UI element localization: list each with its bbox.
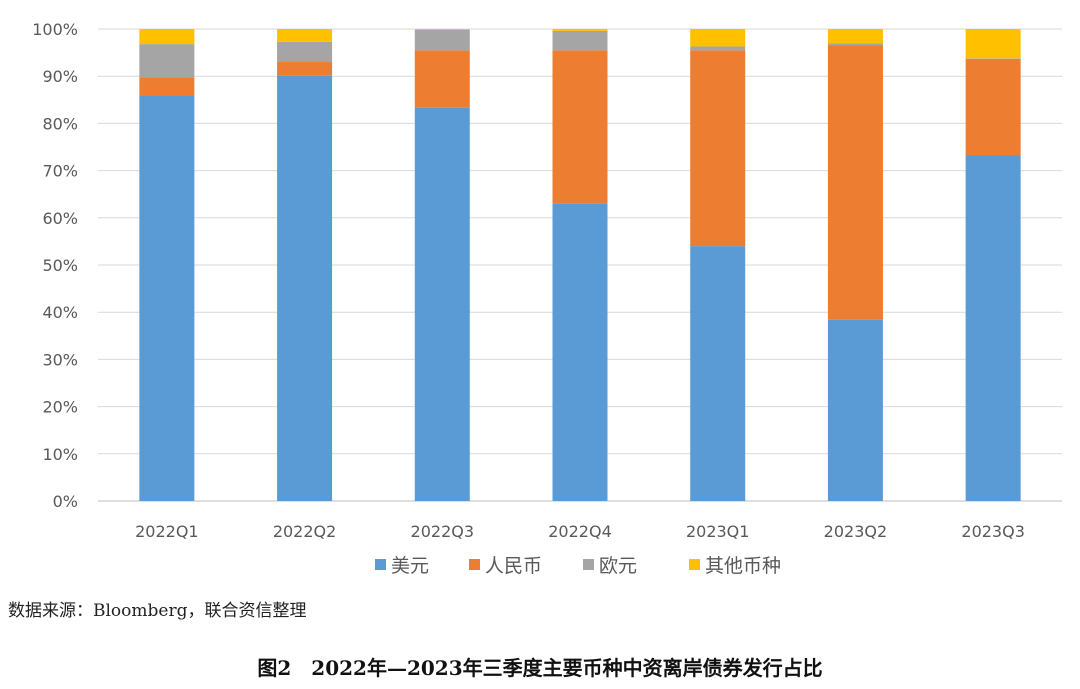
- legend-swatch: [375, 559, 386, 570]
- x-tick-label: 2023Q2: [824, 522, 888, 541]
- bar-segment: [965, 29, 1021, 59]
- x-tick-label: 2022Q2: [273, 522, 337, 541]
- x-tick-label: 2023Q1: [686, 522, 750, 541]
- x-tick-label: 2022Q3: [411, 522, 475, 541]
- legend-label: 其他币种: [705, 555, 781, 577]
- y-tick-label: 40%: [42, 303, 78, 322]
- legend-label: 美元: [391, 555, 429, 577]
- y-tick-label: 20%: [42, 398, 78, 417]
- legend-label: 人民币: [485, 555, 542, 577]
- bar-segment: [277, 29, 333, 42]
- x-axis-tick-labels: 2022Q1 2022Q2 2022Q3 2022Q4 2023Q1 2023Q2 2023…: [135, 522, 1025, 541]
- bar-segment: [414, 50, 470, 108]
- bar-segment: [965, 155, 1021, 501]
- bar-segment: [414, 107, 470, 501]
- y-tick-label: 70%: [42, 162, 78, 181]
- y-tick-label: 10%: [42, 445, 78, 464]
- bar-segment: [552, 30, 608, 51]
- bar-segment: [690, 46, 746, 51]
- bar-segment: [827, 29, 883, 44]
- bar-segment: [277, 62, 333, 76]
- bar-segment: [139, 95, 195, 501]
- x-tick-label: 2022Q4: [548, 522, 612, 541]
- bar-segment: [139, 44, 195, 78]
- bar-segment: [965, 58, 1021, 156]
- bar-segment: [552, 29, 608, 31]
- bar-segment: [552, 203, 608, 501]
- bar-segment: [277, 41, 333, 63]
- bar-segment: [277, 75, 333, 502]
- bar-segment: [690, 29, 746, 47]
- bar-segment: [552, 50, 608, 204]
- figure-caption: 图2 2022年—2023年三季度主要币种中资离岸债券发行占比: [257, 656, 823, 680]
- stacked-bar-chart: 0% 10% 20% 30% 40% 50% 60% 70% 80% 90% 100% 2022Q1…: [32, 20, 1062, 577]
- y-tick-label: 90%: [42, 67, 78, 86]
- y-axis-tick-labels: 0% 10% 20% 30% 40% 50% 60% 70% 80% 90% 100%: [32, 20, 78, 511]
- y-tick-label: 50%: [42, 256, 78, 275]
- legend-swatch: [689, 559, 700, 570]
- x-tick-label: 2023Q3: [961, 522, 1025, 541]
- y-tick-label: 30%: [42, 350, 78, 369]
- y-tick-label: 60%: [42, 209, 78, 228]
- source-note: 数据来源：Bloomberg，联合资信整理: [8, 601, 307, 621]
- bar-segment: [414, 29, 470, 51]
- legend: 美元 人民币 欧元 其他币种: [375, 555, 781, 577]
- bar-segment: [690, 50, 746, 247]
- y-tick-label: 100%: [32, 20, 78, 39]
- bars: [139, 29, 1021, 502]
- bar-segment: [827, 319, 883, 501]
- x-tick-label: 2022Q1: [135, 522, 199, 541]
- legend-label: 欧元: [599, 555, 637, 577]
- bar-segment: [139, 77, 195, 96]
- bar-segment: [414, 29, 470, 30]
- legend-swatch: [583, 559, 594, 570]
- legend-swatch: [469, 559, 480, 570]
- y-tick-label: 0%: [53, 492, 78, 511]
- y-tick-label: 80%: [42, 114, 78, 133]
- bar-segment: [827, 45, 883, 320]
- bar-segment: [690, 246, 746, 501]
- bar-segment: [139, 29, 195, 45]
- bar-segment: [827, 43, 883, 46]
